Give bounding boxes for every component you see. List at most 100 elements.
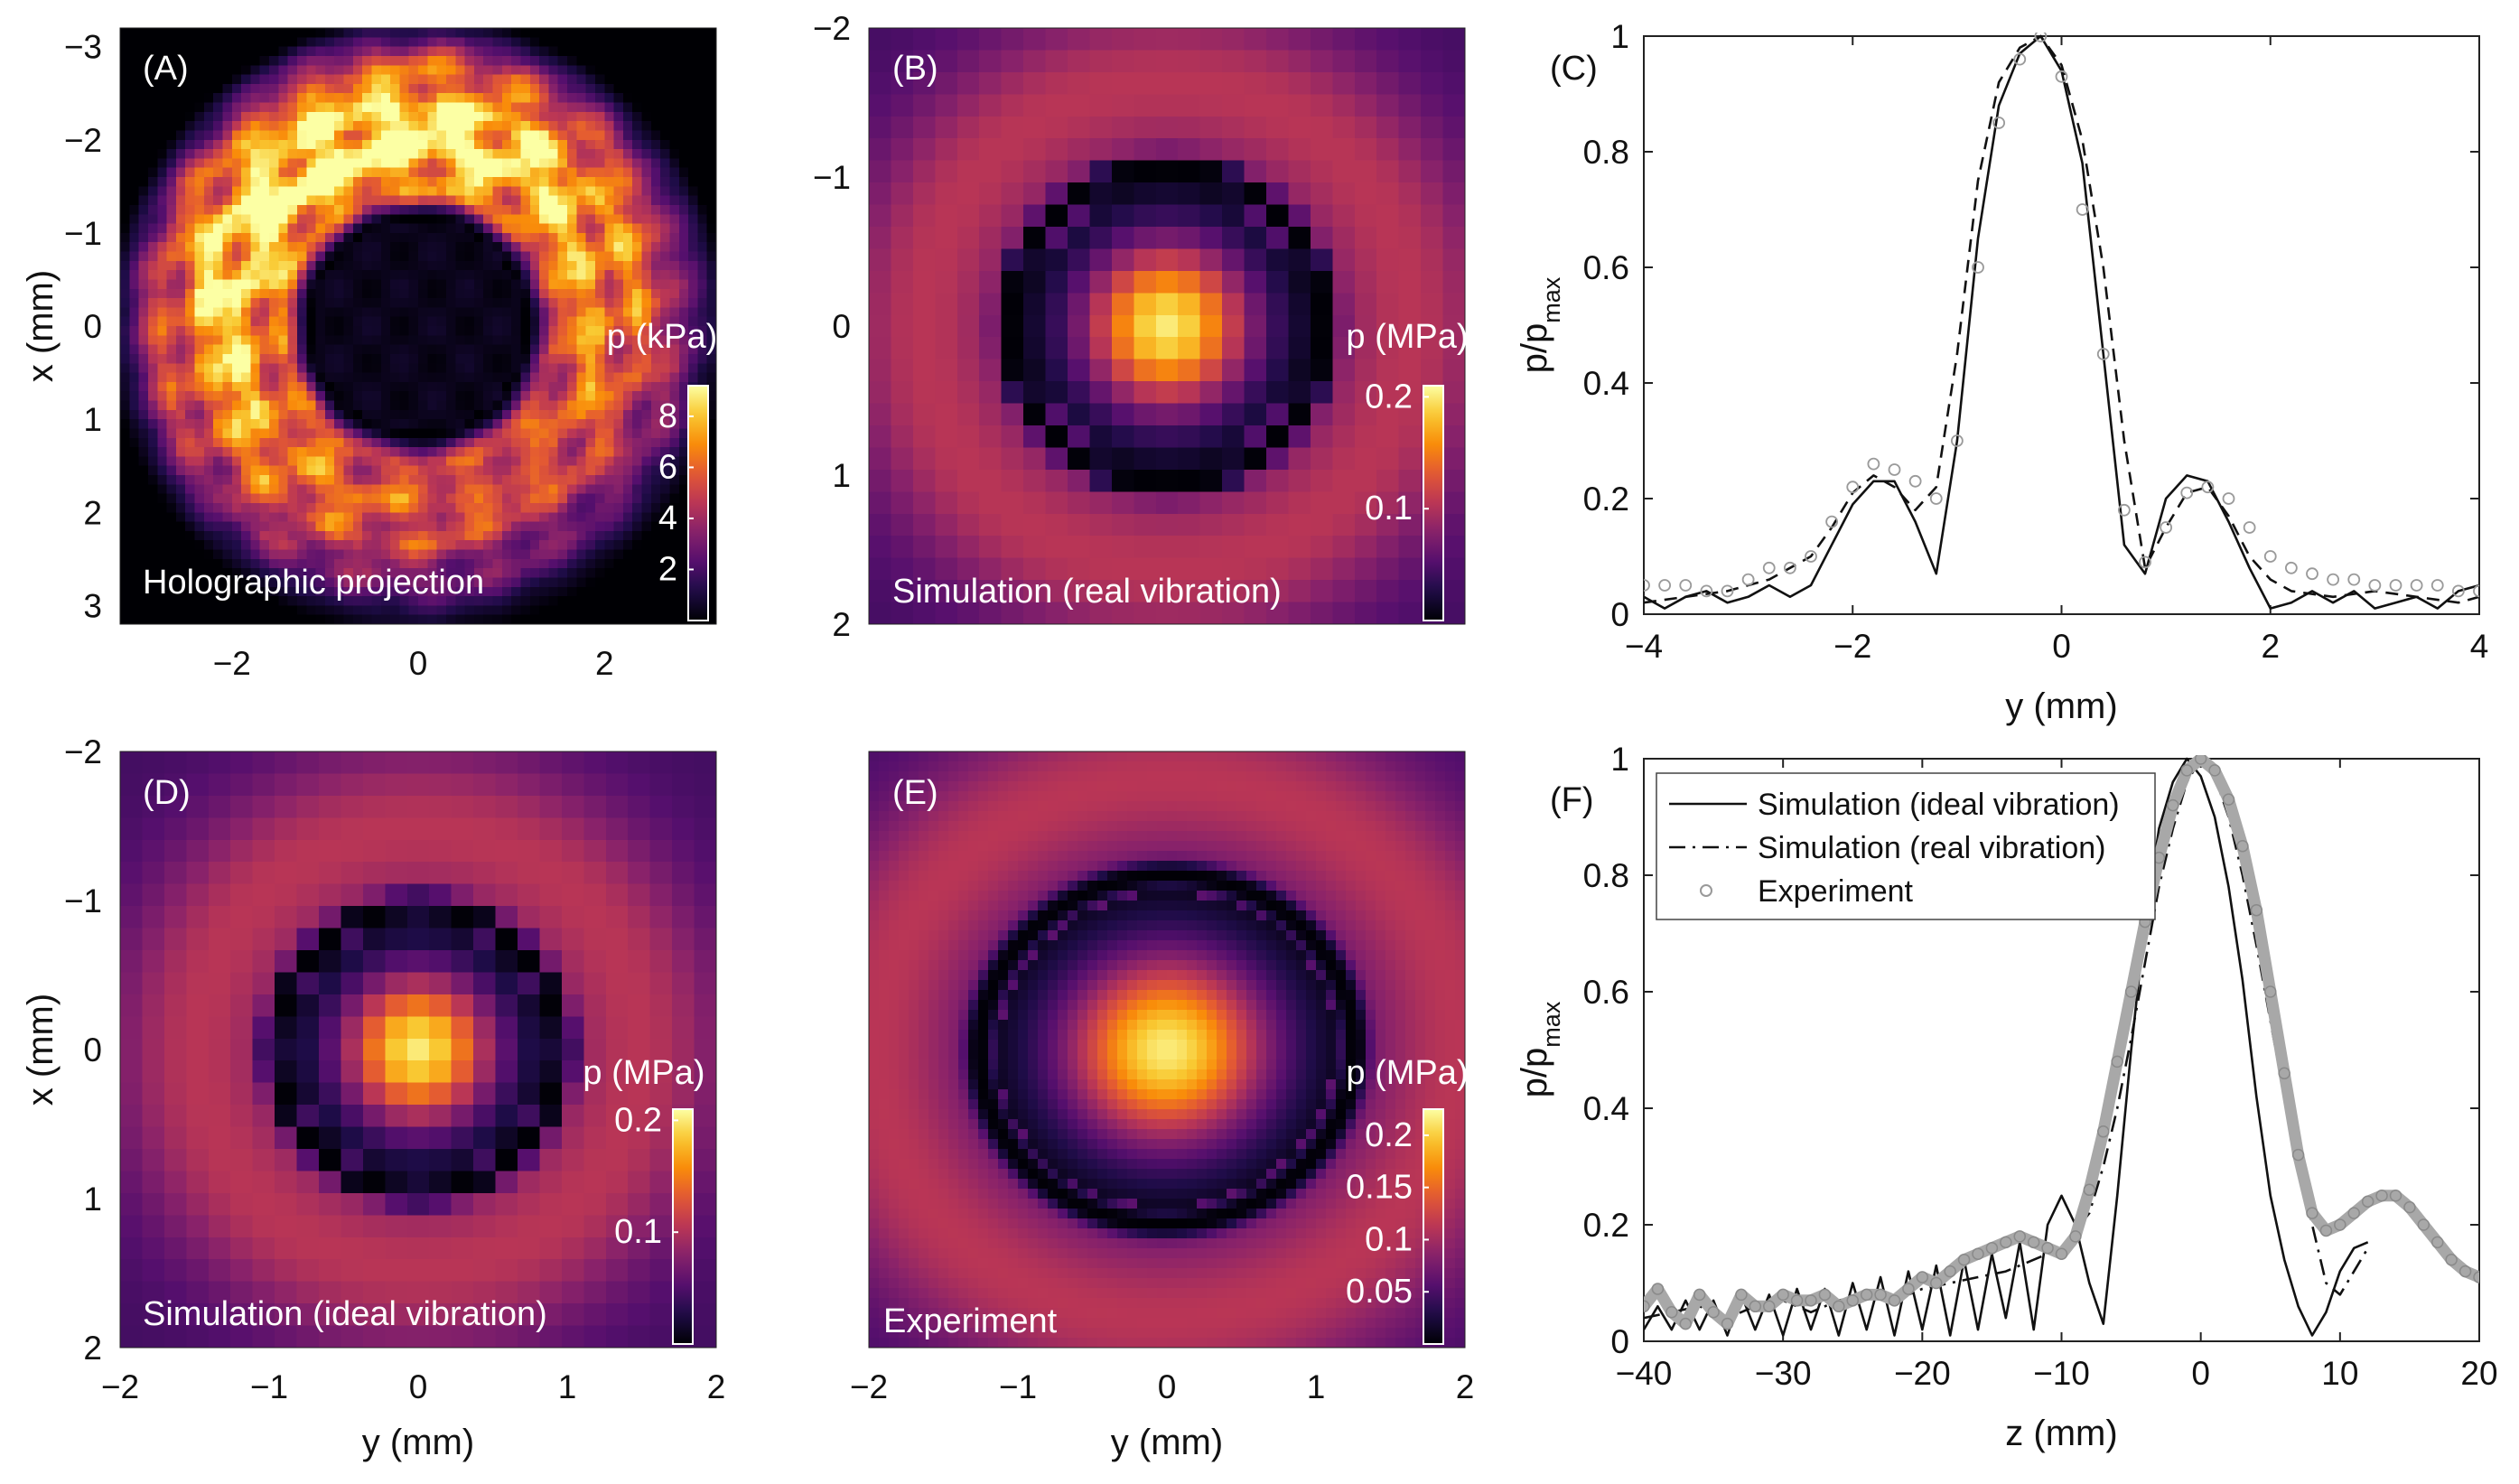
heatmap-cell [585, 465, 596, 476]
heatmap-cell [511, 83, 522, 94]
heatmap-cell [650, 456, 661, 467]
heatmap-cell [427, 37, 438, 48]
heatmap-cell [567, 251, 577, 262]
heatmap-cell [632, 614, 643, 625]
heatmap-cell [250, 270, 261, 281]
heatmap-cell [213, 540, 224, 551]
heatmap-cell [529, 242, 540, 253]
heatmap-cell [120, 46, 130, 57]
heatmap-cell [408, 270, 419, 281]
heatmap-cell [343, 363, 354, 374]
heatmap-cell [1178, 359, 1201, 382]
heatmap-cell [371, 596, 382, 606]
heatmap-cell [1068, 447, 1091, 471]
heatmap-cell [436, 419, 447, 430]
colorbar-tick-label: 6 [658, 448, 677, 486]
heatmap-cell [306, 437, 317, 448]
heatmap-cell [548, 55, 559, 66]
heatmap-cell [641, 381, 652, 392]
heatmap-cell [259, 158, 270, 169]
heatmap-cell [296, 465, 307, 476]
heatmap-cell [660, 83, 671, 94]
heatmap-cell [278, 475, 289, 485]
heatmap-cell [203, 409, 214, 420]
heatmap-cell [343, 465, 354, 476]
heatmap-cell [455, 381, 466, 392]
heatmap-cell [613, 465, 624, 476]
heatmap-cell [678, 549, 689, 560]
heatmap-cell [567, 46, 577, 57]
heatmap-cell [520, 577, 531, 588]
heatmap-cell [390, 596, 400, 606]
heatmap-cell [352, 419, 363, 430]
heatmap-cell [706, 596, 717, 606]
heatmap-cell [660, 577, 671, 588]
heatmap-cell [1442, 425, 1466, 449]
heatmap-cell [175, 409, 186, 420]
heatmap-cell [1310, 270, 1333, 294]
heatmap-cell [567, 465, 577, 476]
heatmap-cell [1068, 536, 1091, 559]
heatmap-cell [175, 447, 186, 457]
heatmap-cell [660, 270, 671, 281]
heatmap-cell [511, 102, 522, 113]
heatmap-cell [511, 512, 522, 523]
heatmap-cell [594, 214, 605, 225]
heatmap-cell [157, 158, 168, 169]
heatmap-cell [129, 456, 140, 467]
heatmap-cell [650, 465, 661, 476]
heatmap-cell [464, 121, 475, 132]
heatmap-cell [231, 195, 242, 206]
heatmap-cell [241, 456, 251, 467]
heatmap-cell [567, 605, 577, 616]
heatmap-cell [979, 227, 1003, 250]
heatmap-cell [1310, 138, 1333, 162]
heatmap-cell [1266, 359, 1290, 382]
heatmap-cell [166, 65, 177, 76]
heatmap-cell [594, 465, 605, 476]
heatmap-cell [399, 242, 410, 253]
heatmap-cell [585, 223, 596, 234]
heatmap-cell [287, 353, 298, 364]
heatmap-cell [231, 298, 242, 308]
heatmap-cell [706, 372, 717, 383]
heatmap-cell [511, 37, 522, 48]
heatmap-cell [956, 491, 980, 515]
heatmap-cell [501, 465, 512, 476]
heatmap-cell [869, 138, 892, 162]
heatmap-cell [455, 251, 466, 262]
heatmap-cell [352, 381, 363, 392]
heatmap-cell [483, 74, 494, 85]
heatmap-cell [1266, 536, 1290, 559]
heatmap-cell [539, 279, 549, 290]
heatmap-cell [1001, 204, 1024, 228]
heatmap-cell [1332, 359, 1356, 382]
heatmap-cell [142, 1281, 165, 1304]
heatmap-cell [464, 307, 475, 318]
heatmap-cell [464, 214, 475, 225]
heatmap-cell [1244, 248, 1267, 272]
heatmap-cell [576, 363, 587, 374]
heatmap-cell [380, 65, 391, 76]
heatmap-cell [231, 46, 242, 57]
heatmap-cell [585, 83, 596, 94]
heatmap-cell [1089, 28, 1113, 51]
heatmap-cell [213, 596, 224, 606]
heatmap-cell [129, 484, 140, 495]
heatmap-cell [660, 177, 671, 187]
heatmap-cell [390, 186, 400, 197]
heatmap-cell [129, 55, 140, 66]
heatmap-cell [296, 363, 307, 374]
heatmap-cell [418, 316, 428, 327]
heatmap-cell [660, 28, 671, 38]
heatmap-cell [380, 214, 391, 225]
heatmap-cell [120, 456, 130, 467]
heatmap-cell [660, 55, 671, 66]
heatmap-cell [147, 512, 158, 523]
heatmap-cell [390, 242, 400, 253]
heatmap-cell [147, 195, 158, 206]
heatmap-cell [324, 177, 335, 187]
heatmap-cell [548, 512, 559, 523]
heatmap-cell [213, 158, 224, 169]
heatmap-cell [185, 186, 196, 197]
